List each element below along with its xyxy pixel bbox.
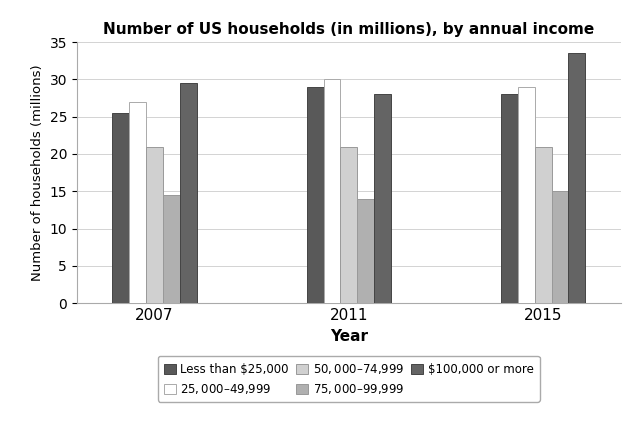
Bar [568,53,585,303]
Bar [518,87,534,303]
X-axis label: Year: Year [330,328,368,344]
Bar [552,191,568,303]
Bar [113,113,129,303]
Bar [163,195,180,303]
Bar [340,147,357,303]
Bar [307,87,324,303]
Bar [534,147,552,303]
Legend: Less than $25,000, $25,000–$49,999, $50,000–$74,999, $75,000–$99,999, $100,000 o: Less than $25,000, $25,000–$49,999, $50,… [158,356,540,402]
Bar [357,199,374,303]
Y-axis label: Number of households (millions): Number of households (millions) [31,64,44,281]
Title: Number of US households (in millions), by annual income: Number of US households (in millions), b… [103,22,595,37]
Bar [501,94,518,303]
Bar [146,147,163,303]
Bar [324,80,340,303]
Bar [374,94,391,303]
Bar [180,83,196,303]
Bar [129,102,146,303]
